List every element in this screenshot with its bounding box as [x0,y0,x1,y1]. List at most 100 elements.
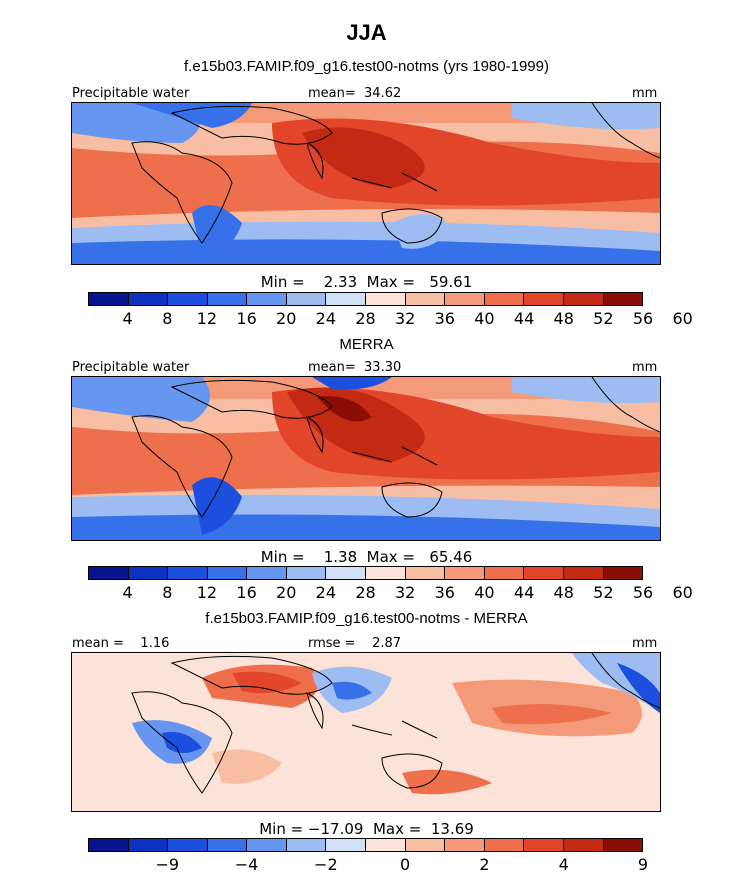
colorbar-swatch [405,839,446,851]
colorbar-swatch [326,839,367,851]
colorbar-swatch [247,567,287,579]
colorbar-swatch [524,567,564,579]
colorbar-tick-label: 48 [553,583,574,602]
colorbar-swatch [563,293,604,305]
panel-2-colorbar-ticks: 4 8 12 16 20 24 28 32 36 40 44 48 52 56 60 [88,583,693,602]
colorbar-tick-label: 28 [355,309,376,328]
panel-2-variable-label: Precipitable water [72,360,190,375]
colorbar-tick-label: 0 [400,855,411,874]
panel-3-map [71,652,661,812]
colorbar-tick-label: 24 [315,309,337,328]
colorbar-tick-label: 16 [236,583,257,602]
panel-2-colorbar [88,566,643,580]
colorbar-swatch [247,839,287,851]
colorbar-tick-label: 60 [672,583,693,602]
colorbar-swatch [207,839,248,851]
colorbar-tick-label: 24 [315,583,337,602]
colorbar-tick-label: 32 [394,309,416,328]
colorbar-swatch [563,567,604,579]
colorbar-tick-label: 36 [434,583,455,602]
colorbar-swatch [128,293,169,305]
panel-3-colorbar [88,838,643,852]
colorbar-tick-label: 4 [558,855,569,874]
colorbar-swatch [603,567,643,579]
colorbar-swatch [247,293,287,305]
panel-2-units-label: mm [632,360,658,375]
colorbar-swatch [484,293,525,305]
colorbar-swatch [168,293,208,305]
panel-1-map [71,102,661,265]
colorbar-swatch [524,839,564,851]
colorbar-tick-label: 36 [434,309,455,328]
colorbar-tick-label: 44 [513,309,535,328]
colorbar-swatch [286,567,327,579]
colorbar-tick-label: 40 [474,583,495,602]
colorbar-swatch [128,567,169,579]
colorbar-swatch [366,839,406,851]
colorbar-tick-label: 56 [632,309,654,328]
colorbar-swatch [524,293,564,305]
colorbar-swatch [89,839,129,851]
colorbar-tick-label: 8 [162,583,173,602]
panel-2-title: MERRA [339,336,394,353]
panel-2-map [71,376,661,541]
panel-2-min-max: Min = 1.38 Max = 65.46 [260,548,473,566]
colorbar-tick-label: 20 [276,583,297,602]
panel-1-colorbar [88,292,643,306]
colorbar-swatch [484,839,525,851]
colorbar-swatch [128,839,169,851]
colorbar-swatch [603,839,643,851]
colorbar-swatch [207,567,248,579]
panel-3-title: f.e15b03.FAMIP.f09_g16.test00-notms - ME… [205,610,528,627]
figure-title: JJA [346,20,387,45]
colorbar-tick-label: 20 [276,309,297,328]
panel-3-colorbar-ticks: −9 −4 −2 0 2 4 9 [88,855,648,874]
panel-3-rmse-label: rmse = 2.87 [308,636,402,651]
colorbar-swatch [207,293,248,305]
colorbar-swatch [603,293,643,305]
panel-1-field [72,103,660,264]
colorbar-tick-label: −4 [234,855,259,874]
colorbar-tick-label: 16 [236,309,257,328]
colorbar-tick-label: 48 [553,309,574,328]
colorbar-swatch [168,839,208,851]
colorbar-swatch [484,567,525,579]
panel-1-variable-label: Precipitable water [72,86,190,101]
colorbar-tick-label: 40 [474,309,495,328]
colorbar-swatch [286,293,327,305]
panel-3-mean-label: mean = 1.16 [72,636,170,651]
panel-3-min-max: Min = −17.09 Max = 13.69 [259,820,474,838]
colorbar-tick-label: 44 [513,583,535,602]
colorbar-tick-label: 12 [196,309,218,328]
panel-1-title: f.e15b03.FAMIP.f09_g16.test00-notms (yrs… [184,58,549,75]
panel-1-units-label: mm [632,86,658,101]
colorbar-swatch [405,293,446,305]
colorbar-swatch [405,567,446,579]
panel-1-min-max: Min = 2.33 Max = 59.61 [260,273,473,291]
colorbar-tick-label: 28 [355,583,376,602]
colorbar-swatch [326,567,367,579]
colorbar-tick-label: 4 [122,309,133,328]
colorbar-tick-label: 9 [637,855,649,874]
panel-3-field [72,653,660,811]
colorbar-swatch [366,293,406,305]
colorbar-swatch [89,293,129,305]
colorbar-tick-label: −9 [155,855,180,874]
colorbar-tick-label: 52 [593,309,614,328]
colorbar-tick-label: 4 [122,583,133,602]
colorbar-tick-label: 32 [394,583,416,602]
colorbar-swatch [445,567,485,579]
colorbar-swatch [89,567,129,579]
colorbar-tick-label: 12 [196,583,218,602]
panel-1-colorbar-ticks: 4 8 12 16 20 24 28 32 36 40 44 48 52 56 60 [88,309,693,328]
colorbar-swatch [168,567,208,579]
colorbar-swatch [326,293,367,305]
colorbar-tick-label: 56 [632,583,654,602]
colorbar-swatch [445,293,485,305]
panel-2-mean-label: mean= 33.30 [308,360,402,375]
colorbar-tick-label: 52 [593,583,614,602]
panel-2-field [72,377,660,540]
colorbar-swatch [286,839,327,851]
colorbar-swatch [445,839,485,851]
panel-3-units-label: mm [632,636,658,651]
